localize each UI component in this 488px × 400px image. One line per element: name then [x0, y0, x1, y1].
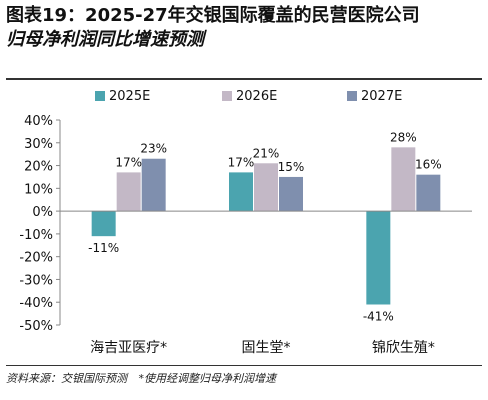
bar-2025E-1: [229, 172, 253, 212]
x-tick-label: 锦欣生殖*: [372, 339, 435, 356]
y-tick-label: 10%: [24, 182, 53, 197]
legend-label-2026E: 2026E: [236, 89, 277, 104]
y-tick-label: 40%: [24, 114, 53, 129]
data-label: 23%: [140, 142, 167, 156]
y-tick-label: 30%: [24, 137, 53, 152]
adjusted-note: *使用经调整归母净利润增速: [138, 372, 277, 385]
bar-2027E-2: [416, 174, 441, 212]
y-tick-label: -10%: [19, 228, 53, 243]
bar-2025E-0: [91, 211, 116, 237]
x-tick-label: 海吉亚医疗*: [90, 340, 167, 356]
bar-2025E-2: [366, 211, 391, 305]
legend-swatch-2026E: [222, 91, 232, 101]
data-label: 17%: [228, 155, 255, 169]
chart-title: 图表19：2025-27年交银国际覆盖的民营医院公司 归母净利润同比增速预测: [6, 4, 482, 52]
bar-2027E-0: [141, 158, 166, 212]
chart-title-line1: 图表19：2025-27年交银国际覆盖的民营医院公司: [6, 5, 420, 26]
bar-2026E-1: [254, 163, 278, 212]
legend-swatch-2027E: [347, 91, 357, 101]
legend-label-2027E: 2027E: [361, 89, 402, 104]
chart-title-line2: 归母净利润同比增速预测: [6, 29, 204, 50]
data-label: 15%: [278, 160, 305, 174]
bars: -11%17%23%17%21%15%-41%28%16%: [88, 130, 442, 323]
y-tick-label: 0%: [32, 205, 53, 220]
source-note: 资料来源：交银国际预测: [6, 372, 127, 385]
title-rule: [6, 78, 482, 80]
y-tick-label: -50%: [19, 319, 53, 334]
x-tick-label: 固生堂*: [242, 340, 291, 356]
footer-rule: [6, 365, 482, 366]
bar-2027E-1: [279, 176, 303, 212]
x-axis: 海吉亚医疗* 固生堂* 锦欣生殖*: [60, 210, 472, 356]
legend: 2025E 2026E 2027E: [95, 89, 402, 104]
bar-chart: 2025E 2026E 2027E 40% 30% 20% 10% 0% -10% -20% -3…: [19, 89, 472, 356]
data-label: 28%: [390, 130, 417, 144]
data-label: 17%: [115, 155, 142, 169]
y-tick-label: -30%: [19, 273, 53, 288]
bar-2026E-2: [391, 147, 416, 212]
y-tick-label: -20%: [19, 251, 53, 266]
data-label: -11%: [88, 241, 119, 255]
bar-2026E-0: [116, 172, 141, 212]
data-label: 16%: [415, 158, 442, 172]
y-tick-label: 20%: [24, 160, 53, 175]
y-tick-label: -40%: [19, 296, 53, 311]
y-axis: 40% 30% 20% 10% 0% -10% -20% -30% -40% -50%: [19, 114, 61, 334]
footer: 资料来源：交银国际预测 *使用经调整归母净利润增速: [6, 370, 482, 386]
legend-label-2025E: 2025E: [109, 89, 150, 104]
data-label: -41%: [363, 310, 394, 324]
legend-swatch-2025E: [95, 91, 105, 101]
data-label: 21%: [253, 146, 280, 160]
